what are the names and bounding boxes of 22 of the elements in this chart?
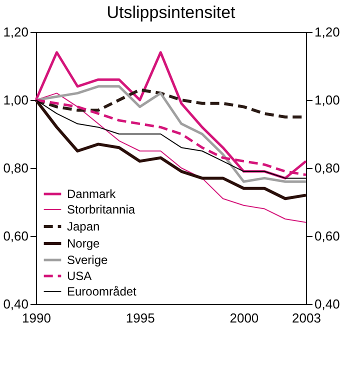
y2-tick-label: 0,80 <box>314 160 340 176</box>
legend-label: Japan <box>67 220 100 234</box>
y2-tick-label: 0,40 <box>314 296 340 312</box>
y-tick-label: 0,60 <box>3 228 28 244</box>
y2-tick-label: 1,00 <box>314 92 340 108</box>
legend-label: USA <box>67 269 92 283</box>
legend-label: Euroområdet <box>67 284 138 298</box>
legend-label: Norge <box>67 236 100 250</box>
x-tick-label: 2003 <box>292 310 321 326</box>
x-tick-label: 2000 <box>230 310 259 326</box>
x-tick-label: 1995 <box>126 310 155 326</box>
legend-label: Storbritannia <box>67 202 136 216</box>
y-tick-label: 0,40 <box>3 296 28 312</box>
chart-title: Utslippsintensitet <box>106 3 236 22</box>
y-tick-label: 0,80 <box>3 160 28 176</box>
legend-label: Danmark <box>67 187 117 201</box>
legend-label: Sverige <box>67 253 108 267</box>
y2-tick-label: 1,20 <box>314 24 340 40</box>
y-tick-label: 1,00 <box>3 92 28 108</box>
y-tick-label: 1,20 <box>3 24 28 40</box>
x-tick-label: 1990 <box>22 310 51 326</box>
y2-tick-label: 0,60 <box>314 228 340 244</box>
